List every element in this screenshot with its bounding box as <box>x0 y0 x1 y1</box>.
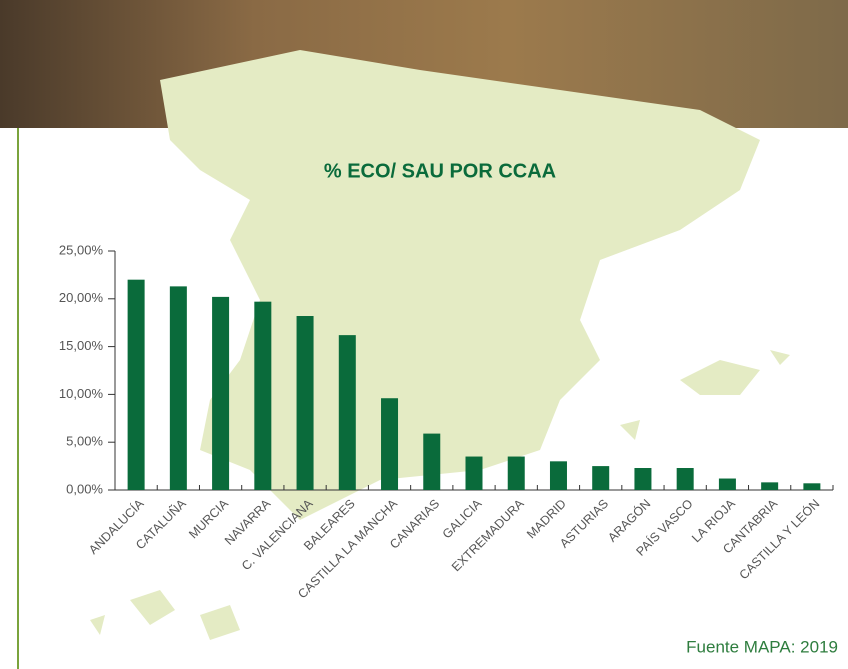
y-tick-label: 0,00% <box>66 481 103 496</box>
bar <box>466 457 483 490</box>
map-islands <box>620 350 790 440</box>
bar <box>297 316 314 490</box>
bar <box>339 335 356 490</box>
x-tick-label: EXTREMADURA <box>449 496 527 574</box>
x-tick-label: CASTILLA Y LEÓN <box>736 496 822 582</box>
source: Fuente MAPA: 2019 <box>686 637 838 656</box>
bar <box>634 468 651 490</box>
bar <box>508 457 525 490</box>
bar <box>803 483 820 490</box>
bar <box>128 280 145 490</box>
chart-title: % ECO/ SAU POR CCAA <box>324 160 556 182</box>
bar <box>254 302 271 490</box>
bar <box>423 434 440 490</box>
y-tick-label: 10,00% <box>59 386 104 401</box>
bar <box>381 398 398 490</box>
bar <box>212 297 229 490</box>
y-tick-label: 25,00% <box>59 242 104 257</box>
bar <box>592 466 609 490</box>
bar <box>719 479 736 490</box>
bar <box>677 468 694 490</box>
y-tick-label: 20,00% <box>59 290 104 305</box>
bar <box>170 286 187 490</box>
y-tick-label: 15,00% <box>59 338 104 353</box>
bar <box>550 461 567 490</box>
bar <box>761 482 778 490</box>
y-tick-label: 5,00% <box>66 434 103 449</box>
map-spain <box>160 50 760 520</box>
x-tick-label: C. VALENCIANA <box>239 496 316 573</box>
chart: % ECO/ SAU POR CCAA Fuente MAPA: 2019 0,… <box>0 0 848 669</box>
map-canary <box>90 590 240 640</box>
